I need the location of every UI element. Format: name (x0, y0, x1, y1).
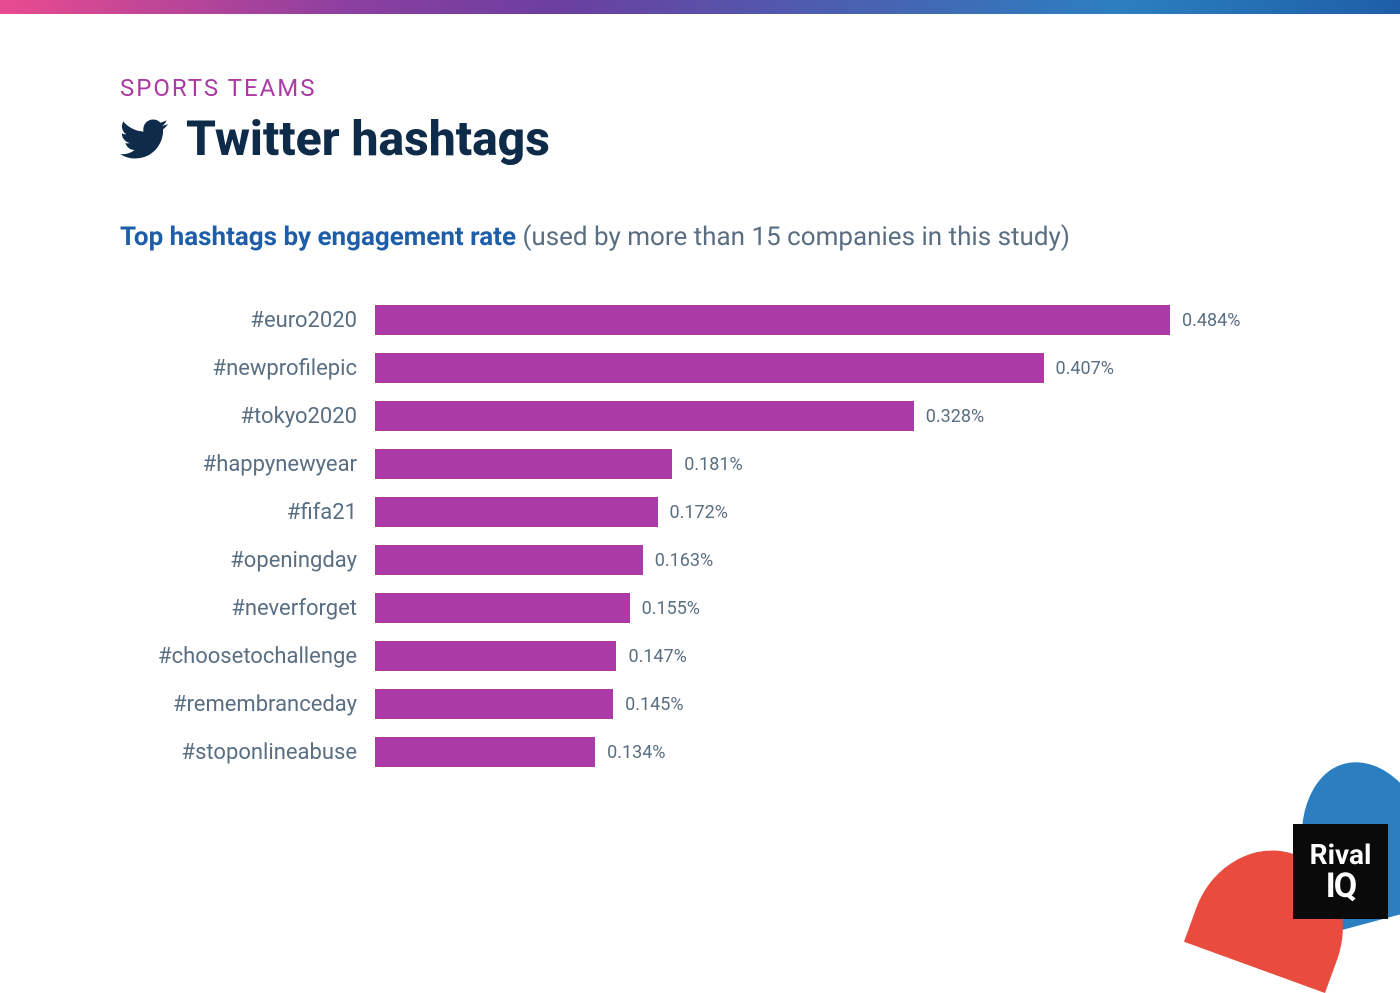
bar-fill (375, 689, 613, 719)
bar-label: #remembranceday (120, 692, 375, 717)
bar-row: #newprofilepic 0.407% (120, 350, 1300, 386)
bar-row: #neverforget 0.155% (120, 590, 1300, 626)
bar-fill (375, 641, 616, 671)
bar-fill (375, 737, 595, 767)
subtitle: Top hashtags by engagement rate (used by… (120, 222, 1300, 252)
bar-track: 0.163% (375, 545, 1300, 575)
bar-track: 0.145% (375, 689, 1300, 719)
bar-row: #choosetochallenge 0.147% (120, 638, 1300, 674)
brand-logo-corner: Rival IQ (1220, 771, 1400, 931)
bar-fill (375, 353, 1044, 383)
bar-row: #remembranceday 0.145% (120, 686, 1300, 722)
logo-text-bottom: IQ (1326, 869, 1355, 903)
bar-value: 0.147% (628, 646, 686, 667)
bar-row: #stoponlineabuse 0.134% (120, 734, 1300, 770)
main-content: SPORTS TEAMS Twitter hashtags Top hashta… (0, 14, 1400, 822)
bar-row: #happynewyear 0.181% (120, 446, 1300, 482)
logo-box: Rival IQ (1293, 824, 1388, 919)
bar-label: #happynewyear (120, 452, 375, 477)
bar-value: 0.163% (655, 550, 713, 571)
bar-fill (375, 305, 1170, 335)
bar-fill (375, 593, 630, 623)
bar-value: 0.484% (1182, 310, 1240, 331)
bar-track: 0.484% (375, 305, 1300, 335)
bar-label: #choosetochallenge (120, 644, 375, 669)
bar-value: 0.134% (607, 742, 665, 763)
bar-fill (375, 401, 914, 431)
bar-label: #fifa21 (120, 500, 375, 525)
top-gradient-bar (0, 0, 1400, 14)
bar-row: #tokyo2020 0.328% (120, 398, 1300, 434)
category-label: SPORTS TEAMS (120, 74, 1300, 102)
bar-value: 0.407% (1056, 358, 1114, 379)
bar-label: #tokyo2020 (120, 404, 375, 429)
bar-value: 0.172% (670, 502, 728, 523)
bar-label: #newprofilepic (120, 356, 375, 381)
bar-row: #fifa21 0.172% (120, 494, 1300, 530)
bar-row: #euro2020 0.484% (120, 302, 1300, 338)
subtitle-normal: (used by more than 15 companies in this … (516, 222, 1070, 252)
bar-label: #euro2020 (120, 308, 375, 333)
twitter-icon (120, 115, 168, 163)
bar-track: 0.147% (375, 641, 1300, 671)
bar-label: #stoponlineabuse (120, 740, 375, 765)
bar-fill (375, 497, 658, 527)
bar-track: 0.181% (375, 449, 1300, 479)
title-row: Twitter hashtags (120, 110, 1300, 167)
bar-track: 0.134% (375, 737, 1300, 767)
bar-track: 0.328% (375, 401, 1300, 431)
subtitle-bold: Top hashtags by engagement rate (120, 222, 516, 252)
bar-value: 0.181% (684, 454, 742, 475)
bar-track: 0.155% (375, 593, 1300, 623)
page-title: Twitter hashtags (186, 110, 550, 167)
logo-text-top: Rival (1310, 841, 1372, 869)
bar-track: 0.172% (375, 497, 1300, 527)
bar-value: 0.328% (926, 406, 984, 427)
bar-label: #openingday (120, 548, 375, 573)
bar-track: 0.407% (375, 353, 1300, 383)
bar-value: 0.145% (625, 694, 683, 715)
bar-fill (375, 449, 672, 479)
bar-fill (375, 545, 643, 575)
bar-chart: #euro2020 0.484% #newprofilepic 0.407% #toky… (120, 302, 1300, 770)
bar-row: #openingday 0.163% (120, 542, 1300, 578)
bar-value: 0.155% (642, 598, 700, 619)
bar-label: #neverforget (120, 596, 375, 621)
